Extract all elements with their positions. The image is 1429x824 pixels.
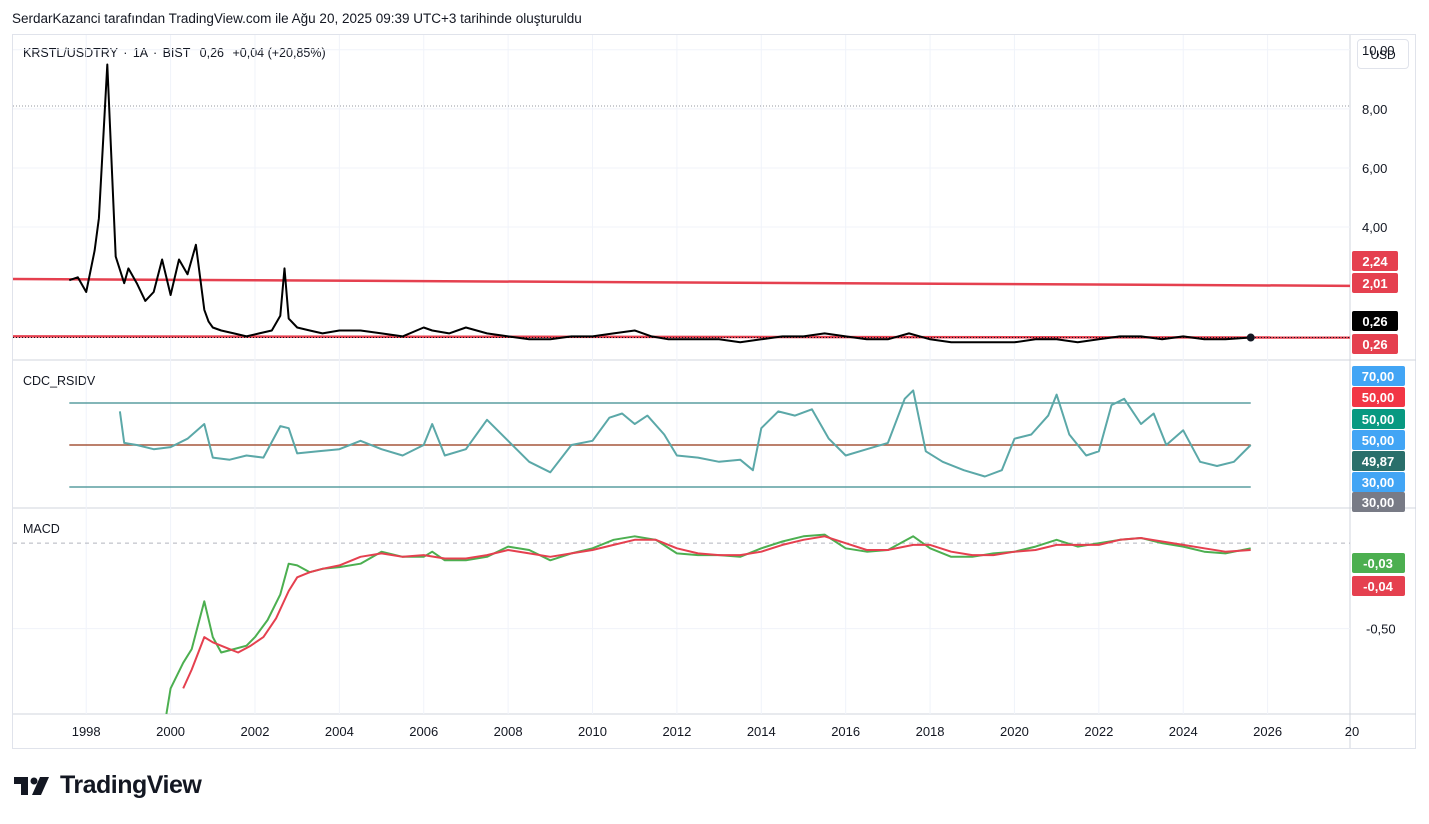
legend-separator: · [123, 46, 128, 60]
tradingview-logo-text: TradingView [60, 771, 202, 799]
symbol-interval: 1A [132, 46, 148, 60]
macd-panel-title[interactable]: MACD [23, 522, 60, 536]
symbol-change-percent: (+20,85%) [267, 46, 326, 60]
chart-header: SerdarKazanci tarafından TradingView.com… [12, 11, 582, 26]
currency-button[interactable]: USD [1357, 39, 1409, 69]
symbol-price: 0,26 [199, 46, 224, 60]
tradingview-logo: TradingView [14, 771, 202, 800]
chart-frame [12, 34, 1416, 749]
symbol-exchange: BIST [162, 46, 191, 60]
tradingview-logo-icon [14, 776, 49, 795]
symbol-name: KRSTL/USDTRY [23, 46, 118, 60]
rsi-panel-title[interactable]: CDC_RSIDV [23, 374, 96, 388]
symbol-legend[interactable]: KRSTL/USDTRY · 1A · BIST 0,26 +0,04 (+20… [23, 46, 326, 60]
legend-separator: · [152, 46, 158, 60]
symbol-change: +0,04 [232, 46, 265, 60]
